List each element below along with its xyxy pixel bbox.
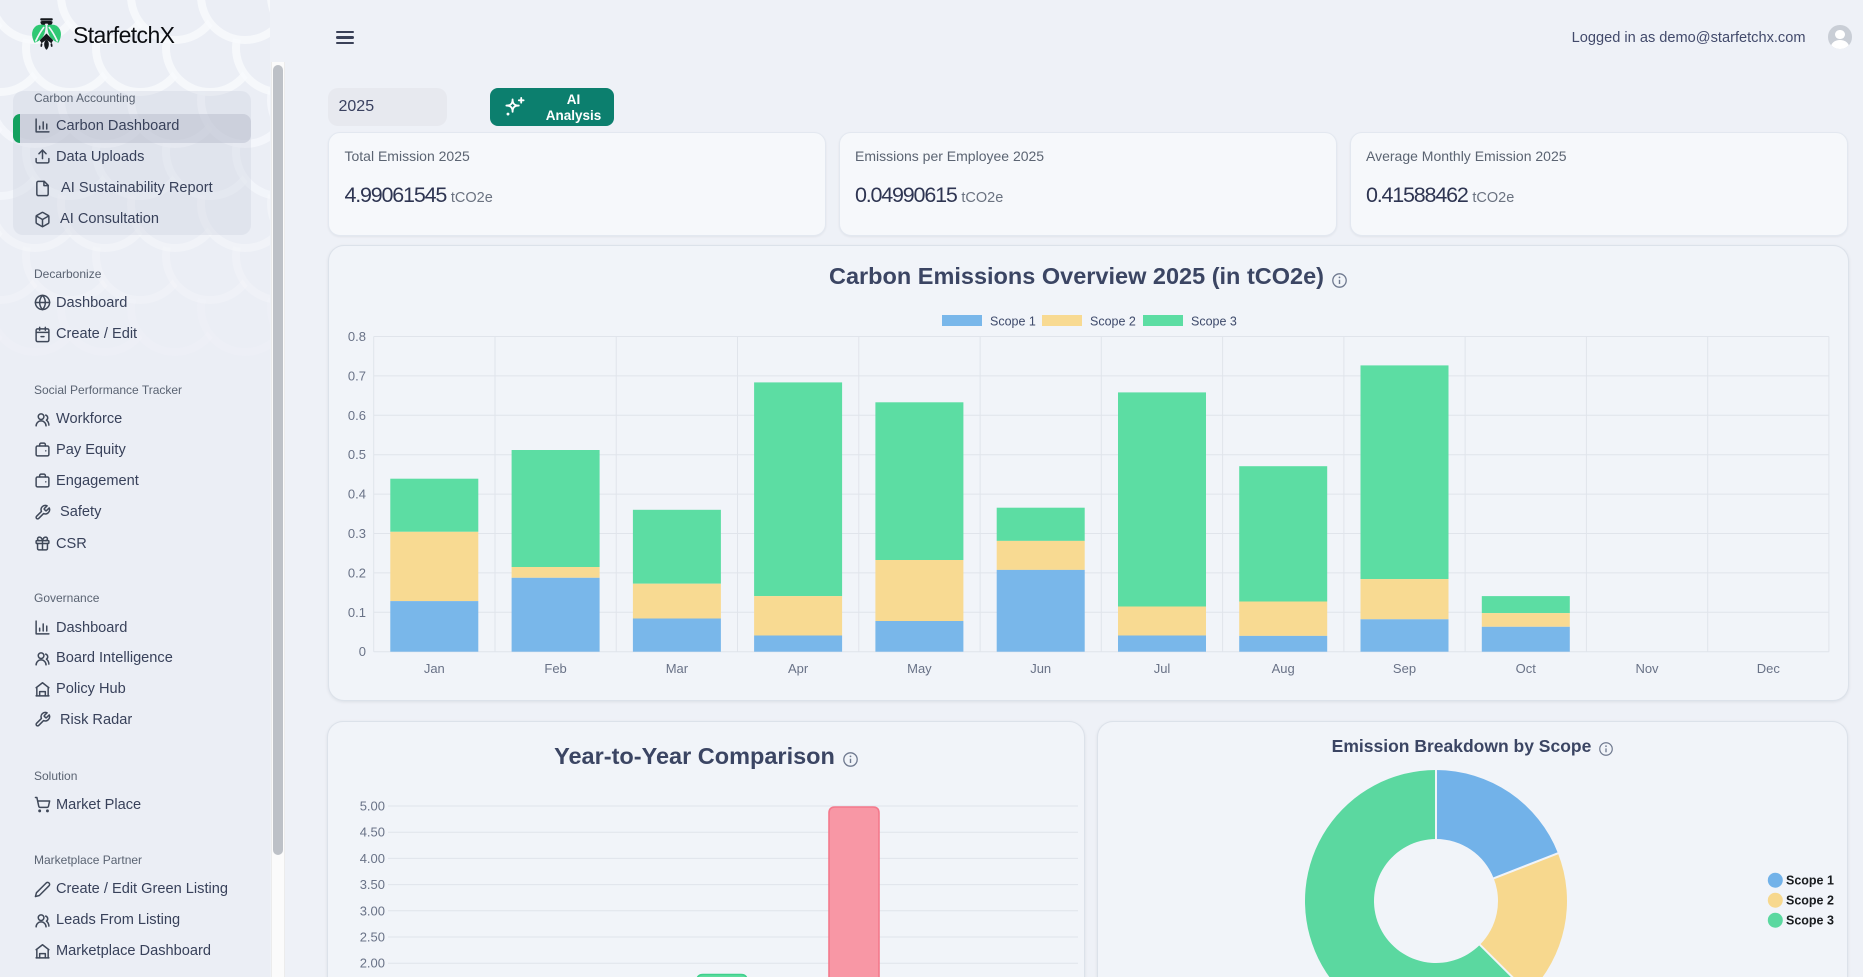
svg-text:2.00: 2.00 [360, 956, 385, 971]
svg-text:Scope 1: Scope 1 [990, 315, 1036, 329]
svg-text:Scope 2: Scope 2 [1090, 315, 1136, 329]
svg-text:2.50: 2.50 [360, 930, 385, 945]
svg-text:4.50: 4.50 [360, 825, 385, 840]
svg-text:0.3: 0.3 [347, 526, 365, 541]
svg-text:Scope 3: Scope 3 [1786, 914, 1834, 928]
svg-text:Sep: Sep [1392, 661, 1415, 676]
svg-text:0: 0 [358, 644, 365, 659]
svg-text:Scope 2: Scope 2 [1786, 894, 1834, 908]
svg-text:0.5: 0.5 [347, 447, 365, 462]
svg-text:Feb: Feb [544, 661, 566, 676]
svg-text:Jan: Jan [423, 661, 444, 676]
svg-text:0.1: 0.1 [347, 605, 365, 620]
svg-text:Scope 1: Scope 1 [1786, 874, 1834, 888]
svg-text:Dec: Dec [1756, 661, 1780, 676]
svg-text:0.8: 0.8 [347, 329, 365, 344]
svg-text:5.00: 5.00 [360, 799, 385, 814]
svg-text:Jun: Jun [1030, 661, 1051, 676]
svg-text:May: May [907, 661, 932, 676]
svg-text:Jul: Jul [1153, 661, 1170, 676]
svg-text:Mar: Mar [665, 661, 688, 676]
svg-text:Scope 3: Scope 3 [1191, 315, 1237, 329]
svg-text:Nov: Nov [1635, 661, 1659, 676]
svg-text:3.50: 3.50 [360, 877, 385, 892]
svg-text:4.00: 4.00 [360, 851, 385, 866]
svg-text:0.4: 0.4 [347, 487, 365, 502]
svg-text:3.00: 3.00 [360, 903, 385, 918]
svg-text:Aug: Aug [1271, 661, 1294, 676]
svg-text:0.6: 0.6 [347, 408, 365, 423]
svg-text:0.2: 0.2 [347, 565, 365, 580]
svg-text:Apr: Apr [787, 661, 808, 676]
svg-text:0.7: 0.7 [347, 368, 365, 383]
svg-text:Oct: Oct [1515, 661, 1536, 676]
